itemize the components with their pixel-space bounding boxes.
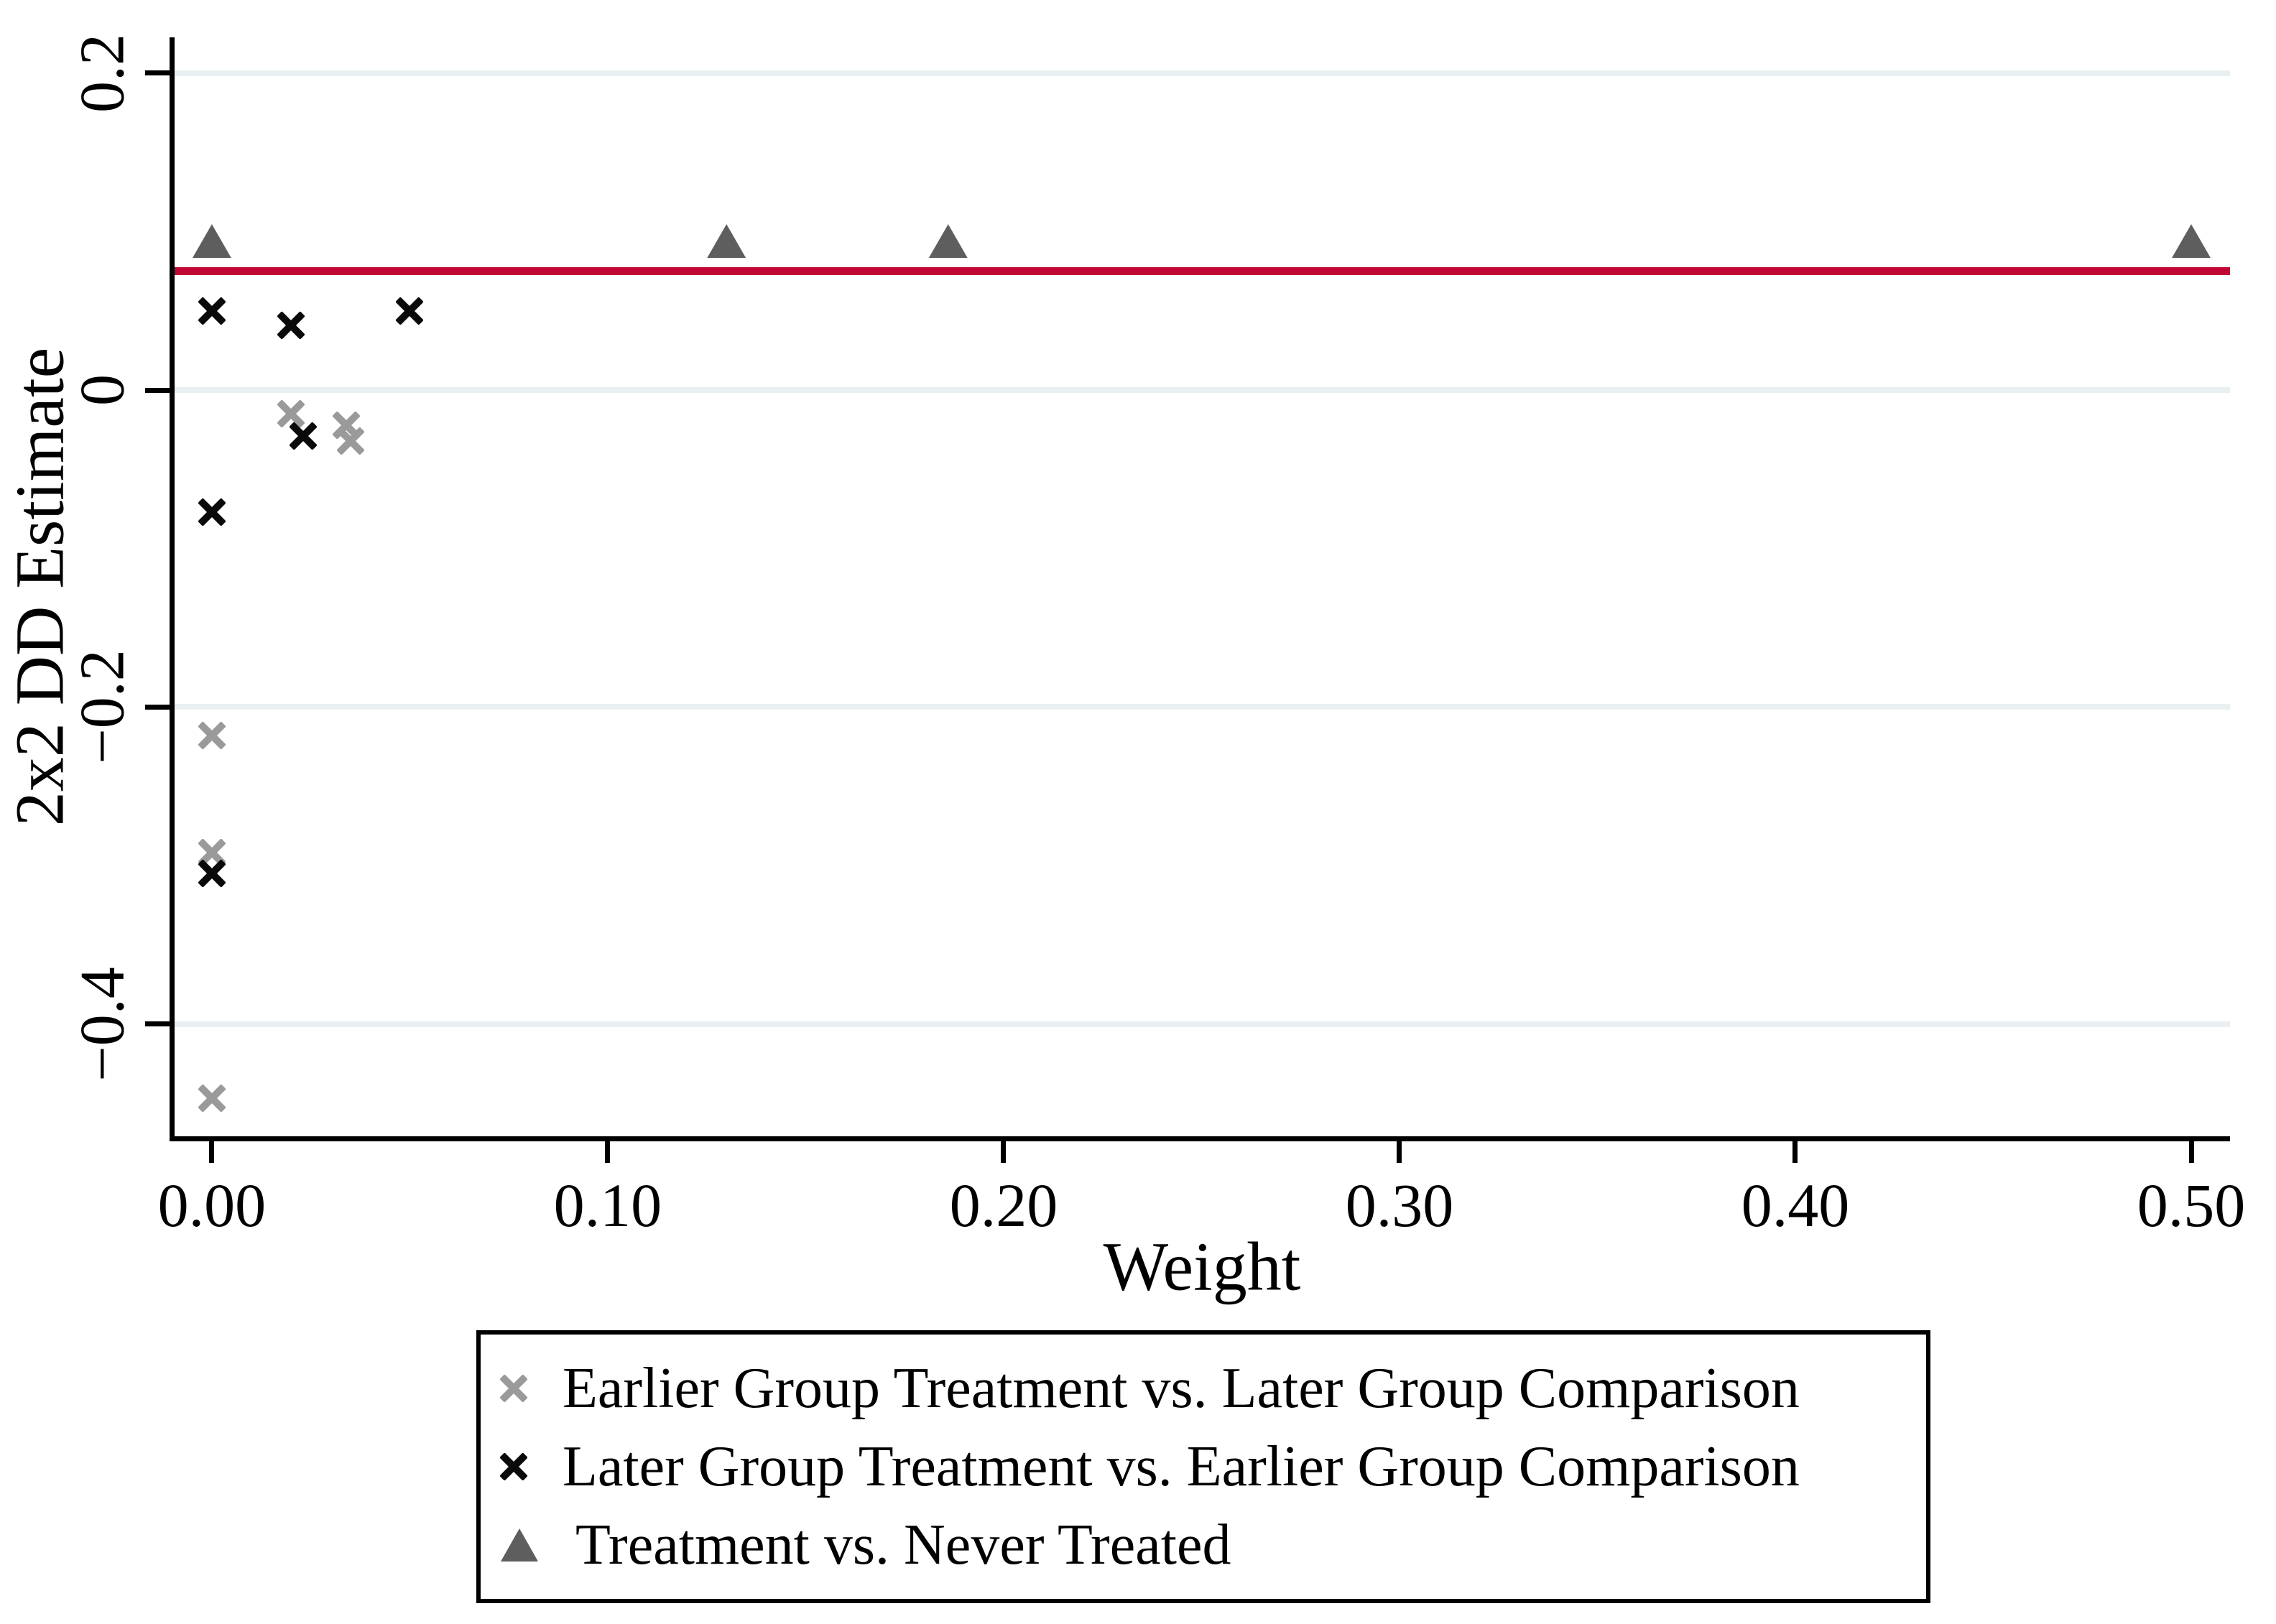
x-tick [1397, 1141, 1402, 1163]
y-axis-title: 2x2 DD Estimate [1, 347, 78, 827]
y-tick [145, 70, 170, 76]
x-tick [1792, 1141, 1798, 1163]
x-tick-label: 0.20 [949, 1171, 1058, 1240]
x-marker-icon [501, 1454, 525, 1479]
x-tick [209, 1141, 215, 1163]
y-tick [145, 1021, 170, 1027]
data-point-x [199, 723, 225, 748]
data-point-x [338, 428, 364, 454]
y-gridline [175, 70, 2230, 76]
data-point-triangle [192, 224, 231, 259]
legend-label: Earlier Group Treatment vs. Later Group … [563, 1356, 1800, 1420]
data-point-triangle [707, 224, 746, 259]
x-tick-label: 0.30 [1345, 1171, 1454, 1240]
y-gridline [175, 1021, 2230, 1027]
data-point-triangle [928, 224, 968, 259]
y-axis-line [170, 37, 175, 1141]
data-point-x [290, 423, 316, 449]
data-point-triangle [2172, 224, 2211, 259]
x-tick-label: 0.10 [553, 1171, 662, 1240]
y-tick [145, 387, 170, 393]
y-tick-label: −0.4 [68, 966, 138, 1082]
y-tick [145, 704, 170, 710]
legend-label: Later Group Treatment vs. Earlier Group … [563, 1434, 1800, 1498]
x-tick-label: 0.40 [1741, 1171, 1850, 1240]
legend-label: Treatment vs. Never Treated [575, 1513, 1231, 1577]
triangle-marker-icon [501, 1528, 538, 1562]
legend-row: Treatment vs. Never Treated [501, 1508, 1926, 1582]
y-gridline [175, 387, 2230, 394]
data-point-x [397, 298, 422, 324]
data-point-x [199, 298, 225, 324]
y-tick-label: 0.2 [68, 33, 138, 113]
data-point-x [199, 1085, 225, 1111]
x-tick [605, 1141, 611, 1163]
dd-estimate-reference-line [175, 267, 2230, 275]
x-marker-icon [501, 1376, 525, 1401]
x-tick [1001, 1141, 1007, 1163]
x-axis-line [170, 1136, 2230, 1141]
x-tick [2188, 1141, 2194, 1163]
y-gridline [175, 704, 2230, 710]
legend: Earlier Group Treatment vs. Later Group … [476, 1330, 1930, 1603]
data-point-x [199, 499, 225, 525]
x-axis-title: Weight [1103, 1228, 1301, 1305]
x-tick-label: 0.00 [157, 1171, 267, 1240]
x-tick-label: 0.50 [2137, 1171, 2246, 1240]
data-point-x [199, 860, 225, 886]
data-point-x [278, 312, 304, 338]
legend-row: Later Group Treatment vs. Earlier Group … [501, 1429, 1926, 1504]
legend-row: Earlier Group Treatment vs. Later Group … [501, 1351, 1926, 1426]
